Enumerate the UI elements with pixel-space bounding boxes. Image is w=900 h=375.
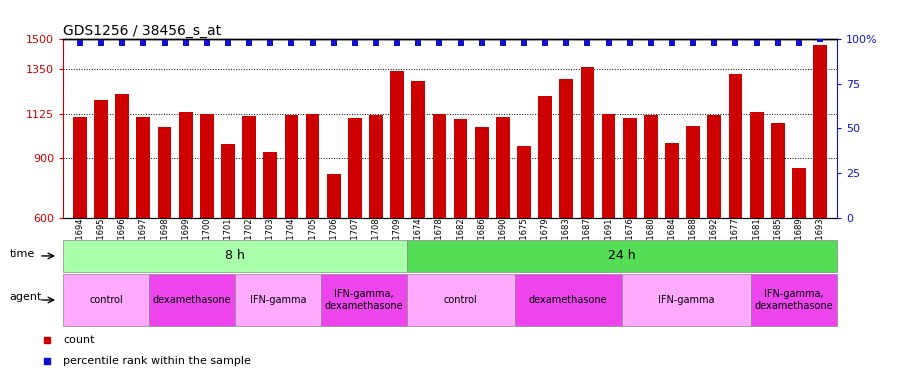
Bar <box>407 274 515 326</box>
Bar <box>644 115 658 218</box>
Point <box>390 40 404 46</box>
Point <box>728 40 742 46</box>
Text: control: control <box>89 295 123 305</box>
Point <box>115 40 130 46</box>
Point <box>454 40 468 46</box>
Bar <box>158 128 171 218</box>
Bar <box>94 100 108 218</box>
Bar <box>179 112 193 218</box>
Bar <box>221 144 235 218</box>
Bar <box>115 94 129 218</box>
Bar <box>149 274 235 326</box>
Text: dexamethasone: dexamethasone <box>529 295 608 305</box>
Point <box>665 40 680 46</box>
Bar <box>327 174 340 217</box>
Point <box>73 40 87 46</box>
Bar <box>433 114 446 218</box>
Bar <box>771 123 785 218</box>
Point <box>517 40 531 46</box>
Point <box>580 40 595 46</box>
Point <box>750 40 764 46</box>
Bar <box>538 96 552 218</box>
Bar <box>622 274 751 326</box>
Bar <box>284 115 298 218</box>
Bar <box>515 274 622 326</box>
Point <box>707 40 722 46</box>
Point <box>474 40 489 46</box>
Text: IFN-gamma: IFN-gamma <box>250 295 306 305</box>
Bar <box>63 240 407 272</box>
Bar <box>665 143 679 218</box>
Text: GDS1256 / 38456_s_at: GDS1256 / 38456_s_at <box>63 24 221 38</box>
Bar <box>454 118 467 218</box>
Bar <box>707 115 721 218</box>
Bar <box>73 117 86 218</box>
Bar <box>63 274 149 326</box>
Bar <box>602 114 616 218</box>
Text: IFN-gamma,
dexamethasone: IFN-gamma, dexamethasone <box>755 289 833 311</box>
Bar <box>751 274 837 326</box>
Bar <box>137 117 150 218</box>
Point <box>200 40 214 46</box>
Point <box>601 40 616 46</box>
Bar <box>518 146 531 218</box>
Bar <box>242 116 256 218</box>
Bar <box>235 274 321 326</box>
Bar <box>623 117 636 218</box>
Bar <box>348 117 362 218</box>
Text: time: time <box>9 249 35 259</box>
Point <box>623 40 637 46</box>
Point <box>686 40 700 46</box>
Bar <box>264 152 277 217</box>
Point <box>178 40 193 46</box>
Text: 8 h: 8 h <box>225 249 245 262</box>
Bar <box>391 71 404 217</box>
Point <box>158 40 172 46</box>
Point <box>432 40 446 46</box>
Point <box>644 40 658 46</box>
Point <box>220 40 235 46</box>
Point <box>347 40 362 46</box>
Bar <box>560 79 573 218</box>
Text: count: count <box>63 335 94 345</box>
Bar <box>200 114 213 218</box>
Point <box>397 28 411 34</box>
Point <box>94 40 108 46</box>
Point <box>284 40 299 46</box>
Point <box>559 40 573 46</box>
Point <box>305 40 320 46</box>
Point <box>397 224 411 230</box>
Bar <box>411 81 425 218</box>
Point <box>327 40 341 46</box>
Bar <box>814 45 827 218</box>
Bar <box>496 117 509 218</box>
Bar <box>369 115 382 218</box>
Bar <box>729 74 742 217</box>
Point <box>242 40 256 46</box>
Text: percentile rank within the sample: percentile rank within the sample <box>63 356 251 366</box>
Text: dexamethasone: dexamethasone <box>153 295 231 305</box>
Bar <box>306 114 319 218</box>
Point <box>369 40 383 46</box>
Bar <box>475 128 489 218</box>
Point <box>496 40 510 46</box>
Bar <box>321 274 407 326</box>
Text: agent: agent <box>9 292 41 302</box>
Bar <box>687 126 700 218</box>
Point <box>411 40 426 46</box>
Bar <box>792 168 806 217</box>
Point <box>792 40 806 46</box>
Bar <box>750 112 763 218</box>
Text: IFN-gamma: IFN-gamma <box>658 295 715 305</box>
Text: control: control <box>444 295 478 305</box>
Bar <box>407 240 837 272</box>
Point <box>538 40 553 46</box>
Point <box>813 36 827 42</box>
Text: IFN-gamma,
dexamethasone: IFN-gamma, dexamethasone <box>325 289 403 311</box>
Point <box>770 40 785 46</box>
Point <box>263 40 277 46</box>
Text: 24 h: 24 h <box>608 249 635 262</box>
Point <box>136 40 150 46</box>
Bar <box>580 67 594 218</box>
